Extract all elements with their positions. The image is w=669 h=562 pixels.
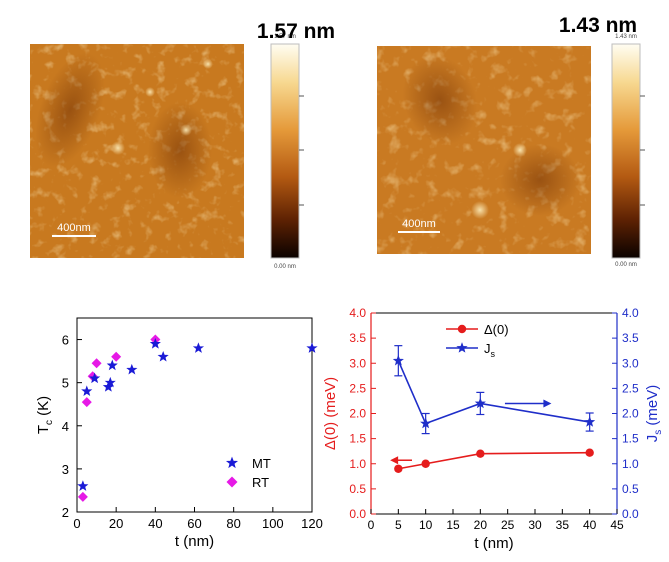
legend-rt-marker: [226, 476, 238, 488]
right-tick-label: 2.5: [622, 381, 639, 395]
mt-data-point: [192, 342, 205, 353]
afm-features-1: [35, 52, 213, 198]
right-tick-label: 0.5: [622, 482, 639, 496]
scalebar-label-2: 400nm: [402, 218, 436, 230]
legend-delta-label: Δ(0): [484, 322, 509, 337]
x-tick-label: 40: [583, 518, 597, 532]
x-axis-label: t (nm): [175, 533, 214, 550]
x-tick-label: 80: [226, 516, 240, 531]
delta-series-line: [398, 451, 590, 470]
js-axis-arrowhead: [543, 399, 552, 408]
y-tick-label: 4: [62, 419, 69, 434]
colorbar-max-2: 1.43 nm: [615, 34, 637, 40]
mt-data-point: [157, 350, 169, 362]
right-tick-label: 1.0: [622, 457, 639, 471]
delta-data-point: [476, 449, 485, 458]
legend-mt-marker: [225, 456, 239, 469]
mt-data-point: [104, 376, 116, 388]
legend-rt-label: RT: [252, 475, 269, 490]
x-tick-label: 35: [556, 518, 570, 532]
tc-vs-thickness-chart: 0 20 40 60 80 100 120 2 3 4 5 6 t (nm) Tc (K) MT RT: [35, 317, 323, 550]
delta-axis-arrowhead: [390, 456, 399, 465]
y-axis-label: Tc (K): [35, 396, 55, 434]
afm-features-2: [402, 55, 580, 219]
delta-data-point: [585, 448, 594, 457]
mt-data-point: [126, 363, 138, 375]
x-tick-label: 0: [73, 516, 80, 531]
legend-mt-label: MT: [252, 456, 271, 471]
mt-data-point: [149, 338, 161, 349]
delta-data-point: [421, 459, 430, 468]
right-tick-label: 0.0: [622, 507, 639, 521]
roughness-label-2: 1.43 nm: [559, 14, 637, 37]
left-tick-label: 3.5: [349, 331, 366, 345]
right-tick-label: 3.0: [622, 356, 639, 370]
left-tick-label: 2.0: [349, 407, 366, 421]
x-tick-label: 20: [474, 518, 488, 532]
rt-data-point: [77, 491, 88, 502]
y-tick-label: 3: [62, 462, 69, 477]
mt-data-point: [81, 385, 93, 396]
y-tick-label: 6: [62, 333, 69, 348]
colorbar-min-1: 0.00 nm: [274, 264, 296, 270]
colorbar-min-2: 0.00 nm: [615, 262, 637, 268]
x-tick-label: 15: [446, 518, 460, 532]
colorbar-2: [611, 43, 641, 259]
y-tick-label: 5: [62, 376, 69, 391]
x-tick-label: 20: [109, 516, 123, 531]
x-tick-label: 25: [501, 518, 515, 532]
left-tick-label: 0.0: [349, 507, 366, 521]
js-data-point: [420, 417, 432, 429]
left-tick-label: 2.5: [349, 381, 366, 395]
left-tick-label: 1.5: [349, 432, 366, 446]
colorbar-1: [270, 43, 300, 259]
x-tick-label: 0: [368, 518, 375, 532]
x-tick-label: 45: [610, 518, 624, 532]
right-axis-label: Js (meV): [644, 385, 664, 443]
left-tick-label: 0.5: [349, 482, 366, 496]
right-tick-label: 2.0: [622, 407, 639, 421]
rt-data-point: [81, 397, 92, 408]
gap-and-js-vs-thickness-chart: 0 5 10 15 20 25 30 35 40 450.00.51.01.52.02.53.03…: [322, 306, 664, 552]
rt-data-point: [91, 358, 102, 369]
legend-delta-marker: [457, 324, 467, 334]
x-tick-label: 40: [148, 516, 162, 531]
js-data-point: [584, 416, 596, 427]
js-data-point: [474, 397, 486, 409]
left-tick-label: 1.0: [349, 457, 366, 471]
mt-data-point: [77, 480, 89, 491]
mt-data-point: [89, 372, 101, 384]
x-tick-label: 60: [187, 516, 201, 531]
y-tick-label: 2: [62, 505, 69, 520]
left-axis-label: Δ(0) (meV): [322, 377, 339, 450]
left-tick-label: 3.0: [349, 356, 366, 370]
mt-data-point: [306, 342, 318, 353]
afm-panel-2: 400nm 1.43 nm 0.00 nm 1.43 nm: [377, 14, 645, 268]
legend-js-marker: [456, 342, 468, 353]
x-axis-label: t (nm): [474, 535, 513, 552]
roughness-label-1: 1.57 nm: [257, 20, 335, 43]
x-tick-label: 100: [262, 516, 284, 531]
rt-data-point: [111, 351, 122, 362]
js-series-line: [397, 360, 590, 425]
legend-js-label: Js: [484, 341, 496, 359]
right-tick-label: 3.5: [622, 331, 639, 345]
x-tick-label: 30: [528, 518, 542, 532]
right-tick-label: 4.0: [622, 306, 639, 320]
js-data-point: [392, 354, 404, 366]
x-tick-label: 10: [419, 518, 433, 532]
left-tick-label: 4.0: [349, 306, 366, 320]
delta-data-point: [394, 464, 403, 473]
x-tick-label: 5: [395, 518, 402, 532]
afm-panel-1: 400nm 1.57 nm 0.00 nm 1.57 nm: [30, 20, 335, 270]
mt-data-point: [106, 359, 118, 371]
scalebar-label-1: 400nm: [57, 222, 91, 234]
x-tick-label: 120: [301, 516, 323, 531]
right-tick-label: 1.5: [622, 432, 639, 446]
colorbar-max-1: 1.57 nm: [274, 34, 296, 40]
